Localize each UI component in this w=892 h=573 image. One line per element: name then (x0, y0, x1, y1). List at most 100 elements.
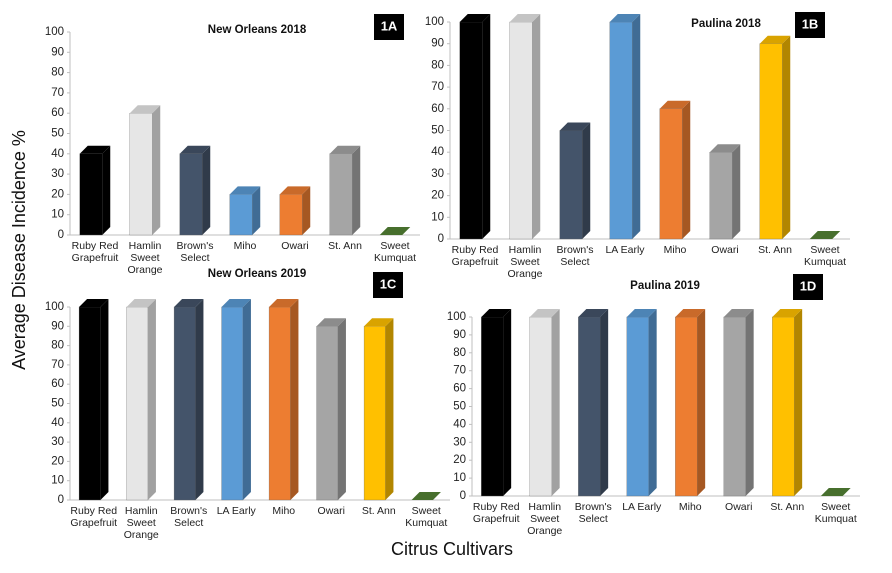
panel-title: Paulina 2018 (691, 18, 761, 30)
bar-top (578, 309, 609, 317)
bar-top (79, 145, 111, 154)
x-tick-label: St. Ann (328, 240, 362, 252)
y-tick-label: 100 (45, 301, 64, 313)
bar-top (459, 14, 491, 22)
y-axis-label: Average Disease Incidence % (9, 130, 29, 370)
y-tick-label: 50 (51, 398, 64, 410)
bar-top (129, 105, 161, 114)
bar-side (600, 309, 609, 496)
bar-top (609, 14, 641, 22)
y-tick-label: 40 (431, 146, 444, 158)
y-tick-label: 60 (51, 378, 64, 390)
x-tick-label: LA Early (605, 244, 645, 256)
bar-side (147, 299, 156, 500)
bar-side (794, 309, 803, 496)
bar-side (302, 186, 311, 235)
bar-front (626, 316, 649, 497)
bar-side (195, 299, 204, 500)
bar-front (759, 43, 783, 240)
bar (173, 299, 204, 501)
x-tick-label: Brown's Select (556, 244, 594, 268)
y-tick-label: 0 (58, 494, 64, 506)
panel-title: Paulina 2019 (630, 280, 700, 292)
bar-top (509, 14, 541, 22)
bar-front (173, 306, 196, 501)
bar-front (363, 326, 386, 501)
bar-top (379, 227, 411, 235)
y-tick-label: 20 (453, 454, 466, 466)
y-tick-label: 40 (453, 418, 466, 430)
bar-side (100, 299, 109, 500)
bar (78, 299, 109, 501)
y-tick-label: 20 (431, 190, 444, 202)
x-tick-label: Brown's Select (574, 501, 612, 525)
bar-side (732, 144, 741, 239)
x-tick-label: Miho (678, 501, 702, 513)
y-tick-label: 100 (447, 311, 466, 323)
bar-front (229, 194, 253, 236)
bar-top (772, 309, 803, 317)
y-tick-label: 80 (431, 59, 444, 71)
bar-top (174, 299, 204, 307)
y-tick-label: 60 (51, 107, 64, 119)
bar (221, 299, 251, 501)
bar (709, 144, 741, 240)
bar-front (559, 130, 583, 240)
y-tick-label: 80 (453, 347, 466, 359)
panel-badge (373, 272, 403, 298)
bar (675, 309, 706, 497)
bar-side (385, 318, 394, 500)
panel-title: New Orleans 2019 (208, 268, 306, 280)
bar-top (675, 309, 706, 317)
bar-front (268, 306, 291, 501)
panel-badge (374, 14, 404, 40)
y-tick-label: 50 (453, 401, 466, 413)
bar-side (290, 299, 299, 500)
y-tick-label: 10 (51, 475, 64, 487)
x-tick-label: Sweet Kumquat (803, 244, 847, 268)
x-tick-label: Miho (233, 240, 257, 252)
x-tick-label: LA Early (216, 505, 256, 517)
x-tick-label: Miho (663, 244, 687, 256)
x-tick-label: Hamlin Sweet Orange (127, 240, 163, 276)
bar-top (809, 231, 841, 239)
y-tick-label: 80 (51, 67, 64, 79)
panel-badge-label: 1C (380, 276, 397, 291)
bar-side (697, 309, 706, 496)
x-tick-label: Ruby Red Grapefruit (451, 244, 499, 268)
panel-badge-label: 1A (381, 18, 398, 33)
bar-top (559, 122, 591, 131)
bar (229, 186, 261, 236)
bar (578, 309, 609, 497)
x-tick-label: Ruby Red Grapefruit (70, 505, 118, 529)
x-tick-label: Sweet Kumquat (405, 505, 448, 529)
bar-front (509, 21, 533, 240)
bar-front (481, 316, 504, 497)
bar-top (709, 144, 741, 153)
bar-top (820, 488, 851, 496)
bar-front (578, 316, 601, 497)
bar-front (772, 316, 795, 497)
bar-top (529, 309, 560, 317)
bar (609, 14, 641, 240)
y-tick-label: 50 (431, 125, 444, 137)
bar-front (609, 21, 633, 240)
bar-front (179, 153, 203, 236)
y-tick-label: 30 (431, 168, 444, 180)
bar-front (723, 316, 746, 497)
y-tick-label: 0 (58, 229, 64, 241)
bar (179, 145, 211, 236)
bar-top (759, 35, 791, 44)
bar-top (723, 309, 754, 317)
y-tick-label: 90 (51, 320, 64, 332)
bar-top (229, 186, 261, 195)
bar-front (79, 153, 103, 236)
bar-front (459, 21, 483, 240)
bar-side (252, 186, 261, 235)
bar-side (632, 14, 641, 239)
bar (509, 14, 541, 240)
bar-side (503, 309, 512, 496)
bar (459, 14, 491, 240)
